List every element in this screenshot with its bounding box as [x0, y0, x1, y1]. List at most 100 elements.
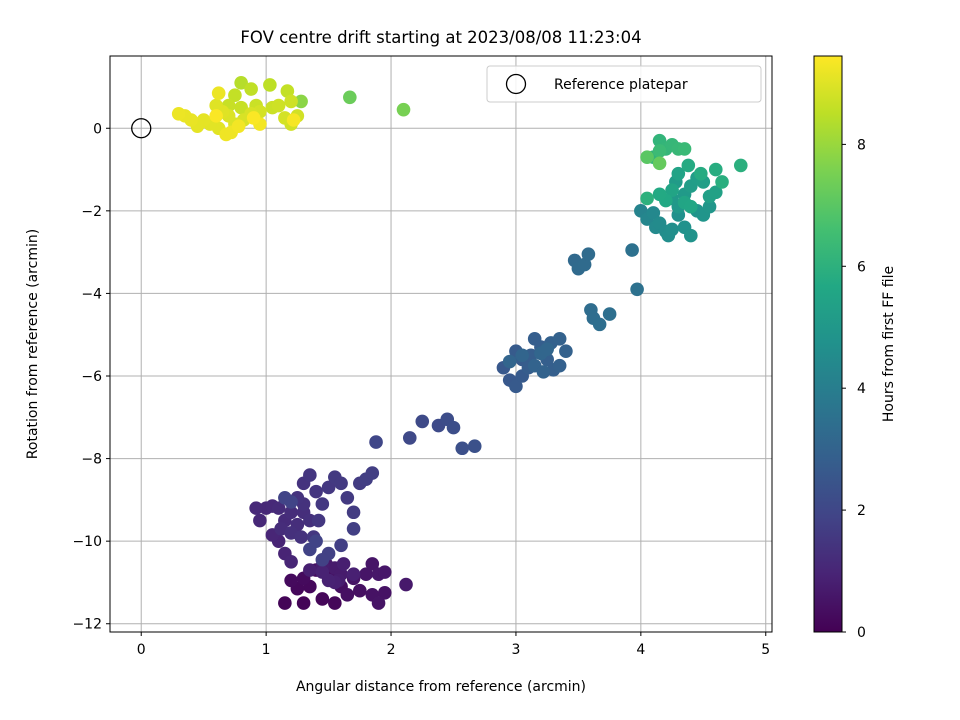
y-tick-label: 0	[93, 121, 102, 137]
data-point	[234, 76, 248, 90]
colorbar-ticks: 0 2 4 6 8	[842, 137, 866, 641]
data-point	[253, 513, 267, 528]
data-point	[296, 596, 311, 610]
data-point	[315, 497, 330, 511]
data-point	[652, 187, 667, 202]
data-point	[271, 98, 286, 113]
reference-platepar-marker	[131, 118, 152, 139]
data-point	[171, 107, 186, 121]
data-point	[244, 82, 258, 96]
data-point	[677, 142, 692, 156]
data-point	[334, 476, 348, 491]
legend-box	[486, 65, 762, 103]
data-point	[309, 534, 323, 548]
data-point	[592, 317, 607, 332]
data-point	[336, 557, 351, 571]
data-point	[234, 100, 248, 115]
data-point	[455, 441, 470, 456]
data-point	[371, 596, 386, 610]
x-tick-label: 3	[511, 642, 520, 658]
data-point	[581, 247, 596, 261]
data-point	[502, 354, 517, 369]
data-point	[209, 109, 223, 123]
data-point	[263, 78, 277, 92]
x-axis-label: Angular distance from reference (arcmin)	[296, 679, 586, 695]
data-point	[652, 144, 667, 158]
x-axis-ticks: 0 1 2 3 4 5	[137, 632, 770, 658]
colorbar-tick-label: 0	[857, 625, 866, 641]
data-point	[467, 439, 482, 453]
data-point	[271, 501, 286, 515]
y-tick-label: −12	[72, 617, 102, 633]
x-tick-label: 0	[137, 642, 146, 658]
x-tick-label: 1	[262, 642, 271, 658]
y-tick-label: −6	[81, 369, 102, 385]
colorbar-tick-label: 4	[857, 381, 866, 397]
data-point	[559, 344, 573, 359]
data-point	[602, 307, 617, 321]
data-point	[284, 94, 298, 109]
data-point	[509, 379, 523, 394]
data-point	[249, 501, 263, 515]
legend-marker-open-circle	[505, 73, 527, 95]
data-point	[399, 577, 413, 592]
x-tick-label: 2	[387, 642, 396, 658]
data-point	[246, 111, 261, 125]
data-point	[708, 185, 723, 200]
data-point	[652, 156, 667, 171]
colorbar: 0 2 4 6 8 Hours from first FF file	[813, 55, 897, 641]
data-point	[303, 563, 317, 577]
data-point	[340, 491, 355, 505]
data-point	[415, 414, 430, 429]
data-point	[446, 420, 461, 435]
data-point	[552, 358, 567, 373]
data-point	[630, 282, 644, 297]
data-point	[309, 484, 323, 499]
data-point	[646, 206, 661, 220]
colorbar-tick-label: 6	[857, 259, 866, 275]
y-axis-ticks: 0 −2 −4 −6 −8 −10 −12	[72, 121, 110, 633]
data-point	[321, 480, 336, 495]
data-point	[340, 588, 355, 602]
data-point	[303, 468, 317, 482]
colorbar-label: Hours from first FF file	[881, 266, 897, 422]
data-point	[284, 573, 298, 588]
chart-title: FOV centre drift starting at 2023/08/08 …	[240, 28, 641, 47]
data-point	[284, 505, 298, 520]
data-point	[665, 222, 679, 237]
data-point	[211, 86, 226, 100]
data-point	[671, 166, 686, 181]
data-point	[278, 596, 292, 610]
data-point	[365, 557, 380, 571]
data-point	[334, 538, 348, 553]
y-tick-label: −4	[81, 286, 102, 302]
data-point	[353, 583, 367, 598]
legend-entry-reference-platepar: Reference platepar	[554, 77, 688, 93]
data-point	[708, 162, 723, 177]
data-point	[536, 365, 551, 379]
data-point	[346, 505, 361, 520]
data-point	[365, 466, 380, 480]
colorbar-tick-label: 8	[857, 137, 866, 153]
data-point	[369, 435, 383, 449]
x-tick-label: 5	[761, 642, 770, 658]
data-point	[228, 88, 242, 103]
data-point	[294, 94, 308, 109]
data-point	[625, 243, 639, 257]
data-point	[315, 565, 330, 579]
data-point	[377, 585, 392, 600]
data-point	[640, 191, 654, 206]
data-point	[346, 521, 361, 536]
legend: Reference platepar	[486, 65, 762, 103]
data-point	[311, 513, 326, 528]
data-point	[286, 113, 301, 127]
data-point	[684, 228, 698, 243]
data-point	[402, 431, 417, 445]
data-point	[515, 348, 529, 363]
data-point	[684, 199, 698, 214]
data-point	[715, 175, 729, 189]
colorbar-gradient	[813, 55, 843, 633]
y-tick-label: −2	[81, 204, 102, 220]
data-point	[694, 166, 708, 181]
